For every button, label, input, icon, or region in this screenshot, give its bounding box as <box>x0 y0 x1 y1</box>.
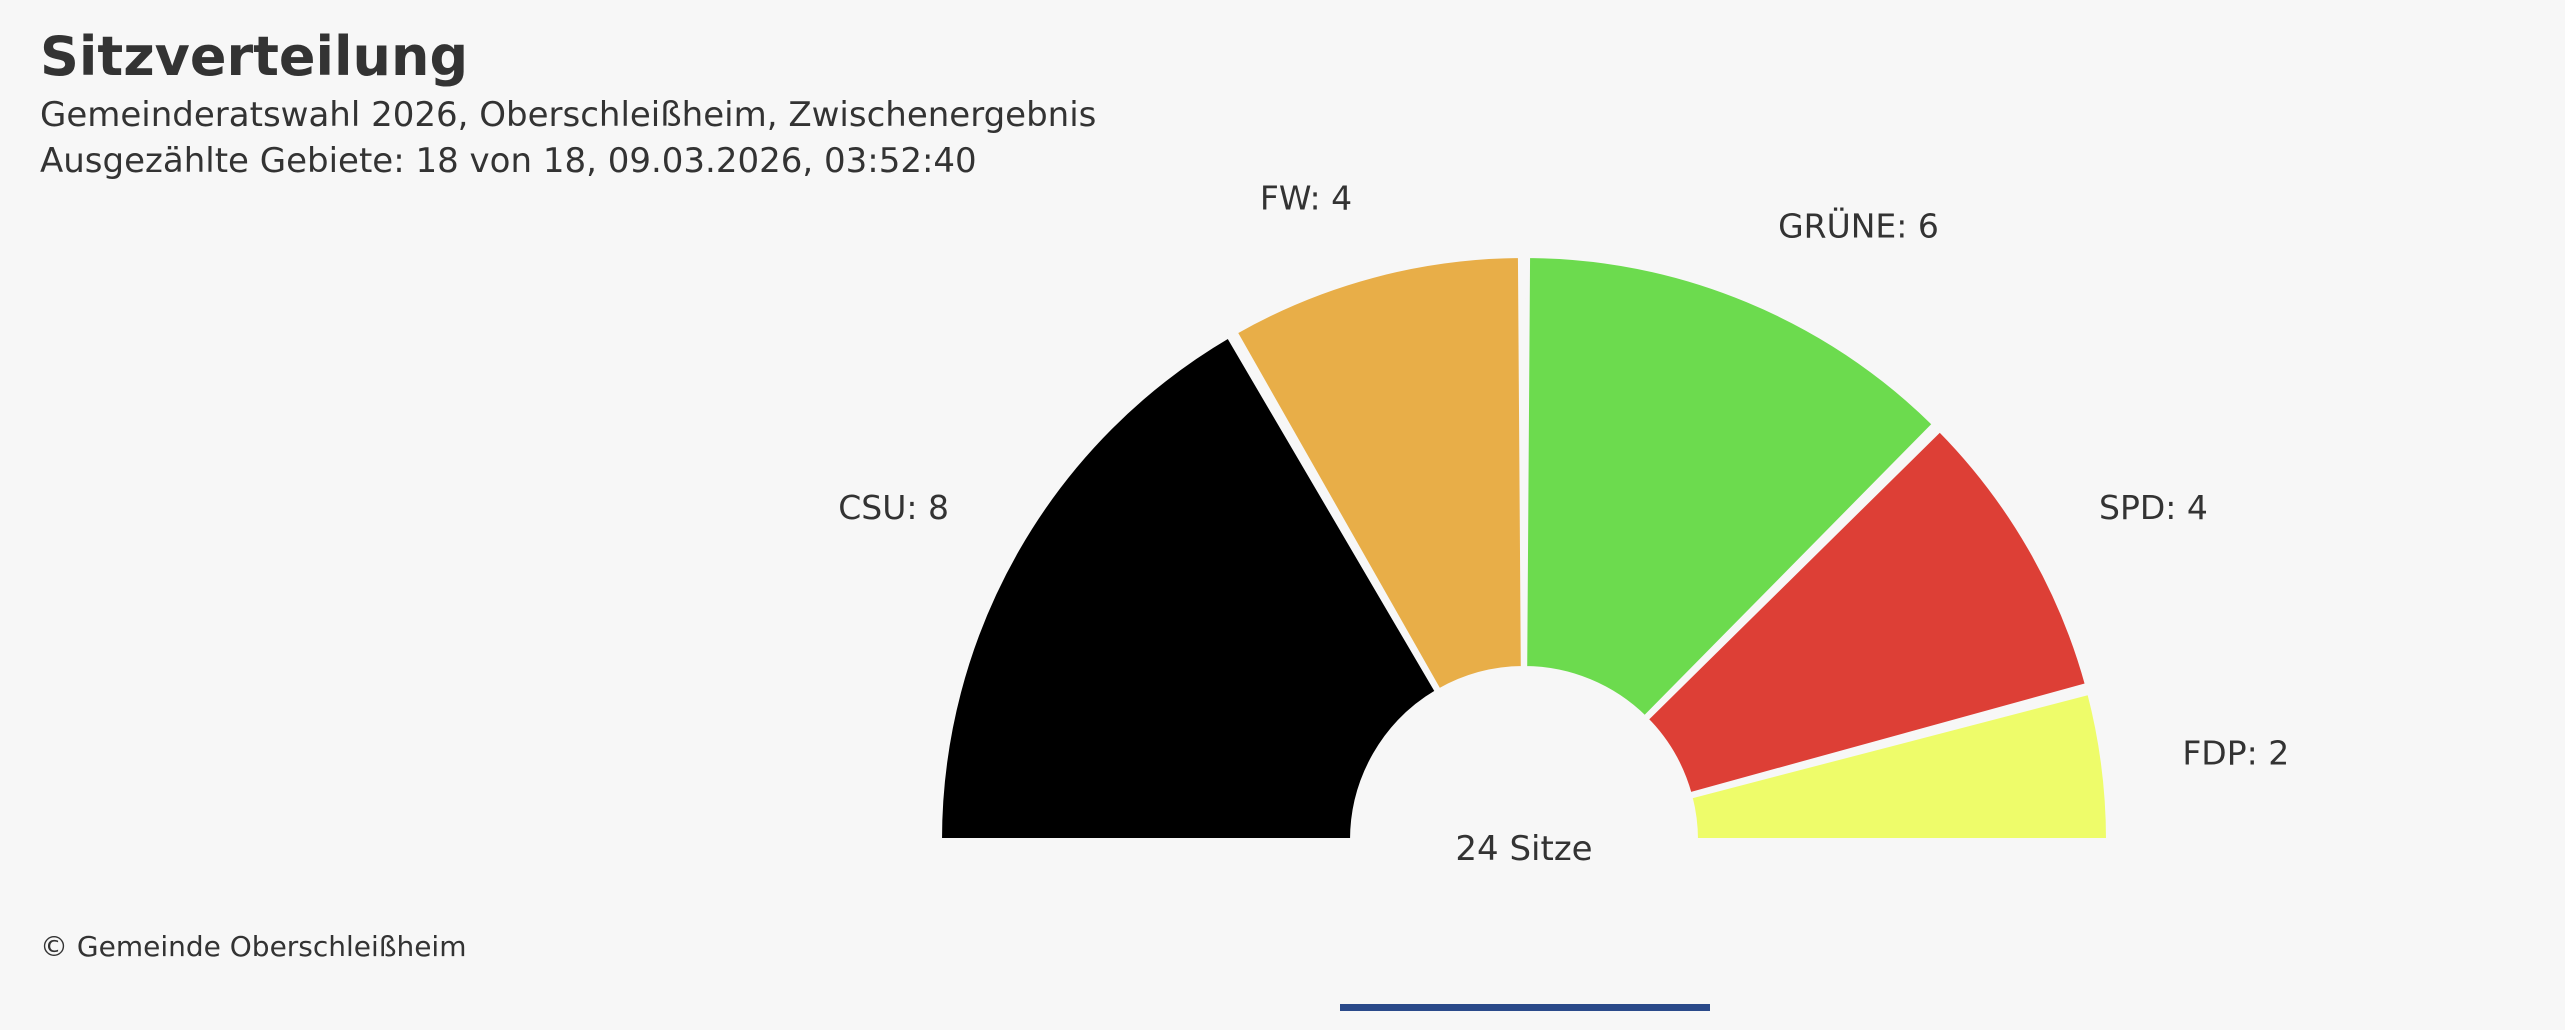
slice-spd[interactable] <box>1643 427 2090 797</box>
slice-csu[interactable] <box>937 333 1440 842</box>
slice-label-grüne: GRÜNE: 6 <box>1778 206 1939 246</box>
slice-label-fw: FW: 4 <box>1260 179 1352 218</box>
chart-status: Ausgezählte Gebiete: 18 von 18, 09.03.20… <box>40 141 977 181</box>
slice-label-csu: CSU: 8 <box>838 488 949 527</box>
center-seat-total: 24 Sitze <box>1455 829 1592 869</box>
slice-grüne[interactable] <box>1523 253 1937 721</box>
chart-subtitle: Gemeinderatswahl 2026, Oberschleißheim, … <box>40 95 1097 135</box>
copyright-credit: © Gemeinde Oberschleißheim <box>40 930 467 963</box>
carousel-indicator[interactable] <box>1340 1004 1710 1011</box>
slice-fdp[interactable] <box>1688 690 2111 842</box>
slice-label-spd: SPD: 4 <box>2099 488 2208 527</box>
slice-fw[interactable] <box>1232 253 1525 694</box>
slice-label-fdp: FDP: 2 <box>2182 733 2289 772</box>
chart-header: Sitzverteilung Gemeinderatswahl 2026, Ob… <box>40 22 1096 184</box>
chart-title: Sitzverteilung <box>40 25 469 88</box>
